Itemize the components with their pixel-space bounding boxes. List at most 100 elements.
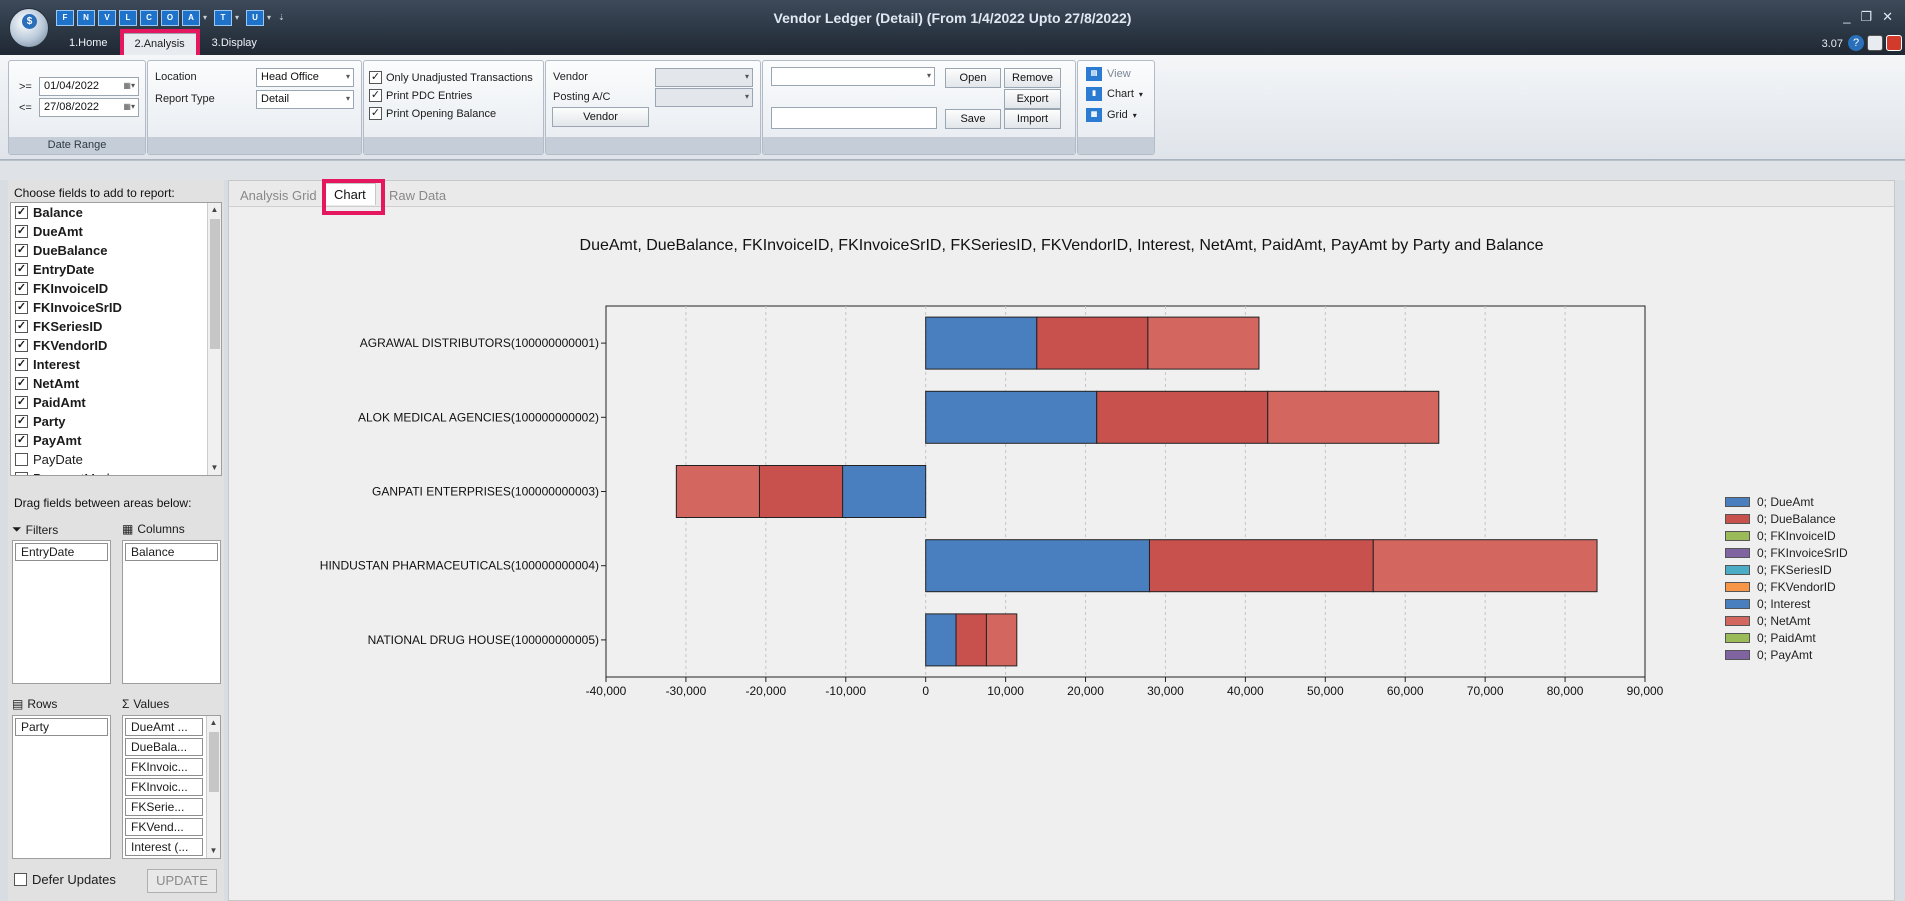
minimize-button[interactable]: _ [1843,9,1851,24]
values-scrollbar[interactable]: ▲ ▼ [206,716,220,858]
calendar-icon[interactable]: ▦▾ [123,81,135,90]
field-item[interactable]: ✓ FKVendorID [11,336,221,355]
value-chip[interactable]: FKInvoic... [125,758,203,776]
scroll-down-icon[interactable]: ▼ [209,846,218,855]
checkbox-checked-icon[interactable]: ✓ [15,320,28,333]
filters-area[interactable]: EntryDate [12,540,111,684]
checkbox-checked-icon[interactable]: ✓ [15,225,28,238]
qat-button-n[interactable]: N [77,10,95,26]
scroll-up-icon[interactable]: ▲ [210,205,219,214]
field-item[interactable]: ✓ NetAmt [11,374,221,393]
values-area[interactable]: DueAmt ... DueBala... FKInvoic... FKInvoic.… [122,715,221,859]
tab-analysis-grid[interactable]: Analysis Grid [240,188,317,203]
field-item[interactable]: PaymentMode [11,469,221,475]
value-chip[interactable]: FKVend... [125,818,203,836]
columns-area[interactable]: Balance [122,540,221,684]
field-list-scrollbar[interactable]: ▲ ▼ [207,203,221,475]
posting-ac-select[interactable]: ▾ [655,88,753,107]
qat-button-l[interactable]: L [119,10,137,26]
checkbox-checked-icon[interactable]: ✓ [15,206,28,219]
field-item[interactable]: ✓ Party [11,412,221,431]
qat-dropdown-icon[interactable]: ▾ [203,13,208,22]
field-item[interactable]: ✓ PaidAmt [11,393,221,412]
checkbox-checked-icon[interactable]: ✓ [15,358,28,371]
checkbox-checked-icon[interactable]: ✓ [15,263,28,276]
checkbox-unchecked-icon[interactable] [15,453,28,466]
qat-button-t[interactable]: T [214,10,232,26]
value-chip[interactable]: Interest (... [125,838,203,856]
location-select[interactable]: Head Office ▾ [256,68,354,87]
field-item[interactable]: ✓ FKSeriesID [11,317,221,336]
filter-chip[interactable]: EntryDate [15,543,108,561]
date-from-field[interactable]: 01/04/2022 ▦▾ [39,77,139,96]
help-icon[interactable]: ? [1848,35,1864,51]
checkbox-checked-icon[interactable]: ✓ [15,301,28,314]
scroll-thumb[interactable] [209,732,219,792]
print-pdc-checkbox[interactable]: ✓ Print PDC Entries [369,89,472,102]
only-unadjusted-checkbox[interactable]: ✓ Only Unadjusted Transactions [369,71,533,84]
document-icon[interactable] [1867,35,1883,51]
qat-button-a[interactable]: A [182,10,200,26]
checkbox-checked-icon[interactable]: ✓ [15,282,28,295]
scroll-down-icon[interactable]: ▼ [210,463,219,472]
save-button[interactable]: Save [945,109,1001,129]
date-to-field[interactable]: 27/08/2022 ▦▾ [39,98,139,117]
view-button[interactable]: ▤ View [1086,67,1131,81]
checkbox-checked-icon[interactable]: ✓ [15,244,28,257]
tab-analysis[interactable]: 2.Analysis [120,33,199,55]
qat-customize-icon[interactable]: ⇣ [278,13,285,22]
app-logo[interactable]: $ [9,8,49,48]
defer-updates-checkbox[interactable]: Defer Updates [14,872,116,887]
checkbox-checked-icon[interactable]: ✓ [15,339,28,352]
field-item[interactable]: ✓ DueAmt [11,222,221,241]
import-button[interactable]: Import [1004,109,1061,129]
qat-dropdown-icon[interactable]: ▾ [235,13,240,22]
print-opening-checkbox[interactable]: ✓ Print Opening Balance [369,107,496,120]
qat-button-c[interactable]: C [140,10,158,26]
checkbox-checked-icon[interactable]: ✓ [15,396,28,409]
value-chip[interactable]: DueBala... [125,738,203,756]
qat-button-v[interactable]: V [98,10,116,26]
qat-button-u[interactable]: U [246,10,264,26]
export-button[interactable]: Export [1004,89,1061,109]
restore-button[interactable]: ❐ [1860,9,1873,24]
field-item[interactable]: PayDate [11,450,221,469]
open-button[interactable]: Open [945,68,1001,88]
layout-name-input[interactable] [771,107,937,129]
tab-home[interactable]: 1.Home [69,37,108,49]
report-type-select[interactable]: Detail ▾ [256,90,354,109]
field-item[interactable]: ✓ Interest [11,355,221,374]
qat-button-f[interactable]: F [56,10,74,26]
tab-raw-data[interactable]: Raw Data [389,188,447,203]
row-chip[interactable]: Party [15,718,108,736]
scroll-thumb[interactable] [210,219,220,349]
rows-area[interactable]: Party [12,715,111,859]
layout-select[interactable]: ▾ [771,67,935,86]
field-item[interactable]: ✓ FKInvoiceSrID [11,298,221,317]
tab-chart[interactable]: Chart [324,183,376,205]
checkbox-checked-icon[interactable]: ✓ [15,377,28,390]
remove-button[interactable]: Remove [1004,68,1061,88]
field-item[interactable]: ✓ EntryDate [11,260,221,279]
exit-icon[interactable] [1886,35,1902,51]
value-chip[interactable]: FKSerie... [125,798,203,816]
column-chip[interactable]: Balance [125,543,218,561]
chart-dropdown-button[interactable]: ▮ Chart ▾ [1086,87,1143,101]
qat-button-o[interactable]: O [161,10,179,26]
splitter-bar[interactable] [0,160,1905,180]
scroll-up-icon[interactable]: ▲ [209,718,218,727]
vendor-button[interactable]: Vendor [552,107,649,127]
value-chip[interactable]: FKInvoic... [125,778,203,796]
checkbox-unchecked-icon[interactable] [15,472,28,475]
field-item[interactable]: ✓ PayAmt [11,431,221,450]
value-chip[interactable]: DueAmt ... [125,718,203,736]
update-button[interactable]: UPDATE [147,869,217,893]
field-item[interactable]: ✓ Balance [11,203,221,222]
checkbox-checked-icon[interactable]: ✓ [15,415,28,428]
close-button[interactable]: ✕ [1882,9,1893,24]
checkbox-checked-icon[interactable]: ✓ [15,434,28,447]
tab-display[interactable]: 3.Display [211,37,257,49]
field-item[interactable]: ✓ DueBalance [11,241,221,260]
grid-dropdown-button[interactable]: ▦ Grid ▾ [1086,108,1137,122]
calendar-icon[interactable]: ▦▾ [123,102,135,111]
